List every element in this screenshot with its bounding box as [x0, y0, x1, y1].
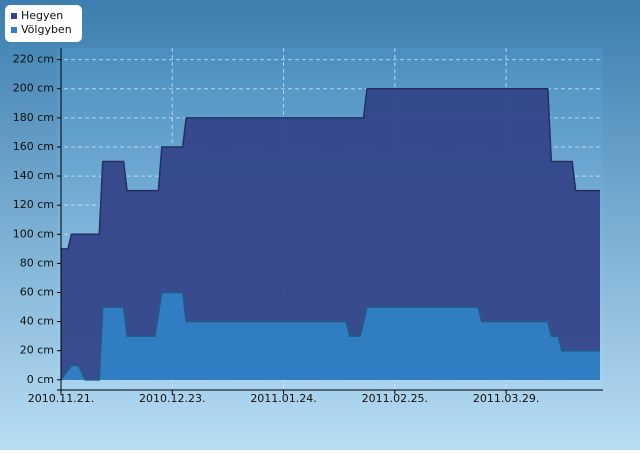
y-tick-label: 100 cm — [13, 227, 54, 240]
y-tick-label: 20 cm — [20, 344, 54, 357]
y-tick-label: 160 cm — [13, 140, 54, 153]
y-tick-label: 180 cm — [13, 111, 54, 124]
area — [61, 292, 600, 380]
y-tick-label: 200 cm — [13, 82, 54, 95]
y-tick-label: 220 cm — [13, 53, 54, 66]
y-tick-label: 80 cm — [20, 256, 54, 269]
y-tick-label: 0 cm — [27, 373, 54, 386]
legend-label: Hegyen — [21, 9, 63, 22]
legend-box — [5, 5, 82, 42]
x-tick-label: 2010.11.21. — [28, 392, 94, 405]
y-tick-label: 140 cm — [13, 169, 54, 182]
area-line — [61, 87, 600, 250]
x-tick-label: 2010.12.23. — [139, 392, 205, 405]
x-tick-label: 2011.01.24. — [250, 392, 316, 405]
x-tick-label: 2011.03.29. — [473, 392, 539, 405]
y-tick-label: 60 cm — [20, 285, 54, 298]
legend-label: Völgyben — [21, 23, 72, 36]
legend-swatch — [11, 13, 17, 19]
x-tick-label: 2011.02.25. — [362, 392, 428, 405]
y-tick-label: 120 cm — [13, 198, 54, 211]
y-tick-label: 40 cm — [20, 315, 54, 328]
legend-swatch — [11, 27, 17, 33]
area-line — [60, 291, 600, 381]
